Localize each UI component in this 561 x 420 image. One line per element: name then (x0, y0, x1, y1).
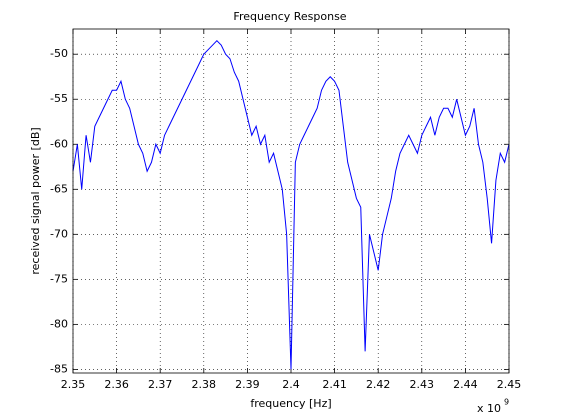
x-tick-label: 2.41 (322, 378, 347, 391)
chart-title: Frequency Response (233, 10, 346, 23)
y-tick-label: -65 (50, 182, 68, 195)
x-axis-label: frequency [Hz] (250, 397, 331, 410)
x-tick-label: 2.43 (410, 378, 435, 391)
data-line (72, 39, 510, 370)
y-tick-label: -50 (50, 47, 68, 60)
x-tick-label: 2.44 (453, 378, 478, 391)
x-tick-label: 2.36 (104, 378, 129, 391)
x-tick-label: 2.37 (148, 378, 173, 391)
x-tick-label: 2.35 (61, 378, 86, 391)
x-multiplier: x 10 (477, 402, 501, 415)
y-tick-label: -55 (50, 92, 68, 105)
axes-box (72, 28, 510, 374)
y-tick-label: -70 (50, 227, 68, 240)
y-tick-label: -60 (50, 137, 68, 150)
x-tick-label: 2.4 (282, 378, 300, 391)
y-tick-label: -75 (50, 272, 68, 285)
x-tick-label: 2.39 (235, 378, 260, 391)
y-axis-label: received signal power [dB] (29, 127, 42, 274)
x-tick-label: 2.45 (497, 378, 522, 391)
x-tick-label: 2.42 (366, 378, 391, 391)
x-multiplier-exponent: 9 (504, 398, 509, 407)
y-tick-label: -85 (50, 362, 68, 375)
y-tick-label: -80 (50, 317, 68, 330)
x-tick-label: 2.38 (192, 378, 217, 391)
